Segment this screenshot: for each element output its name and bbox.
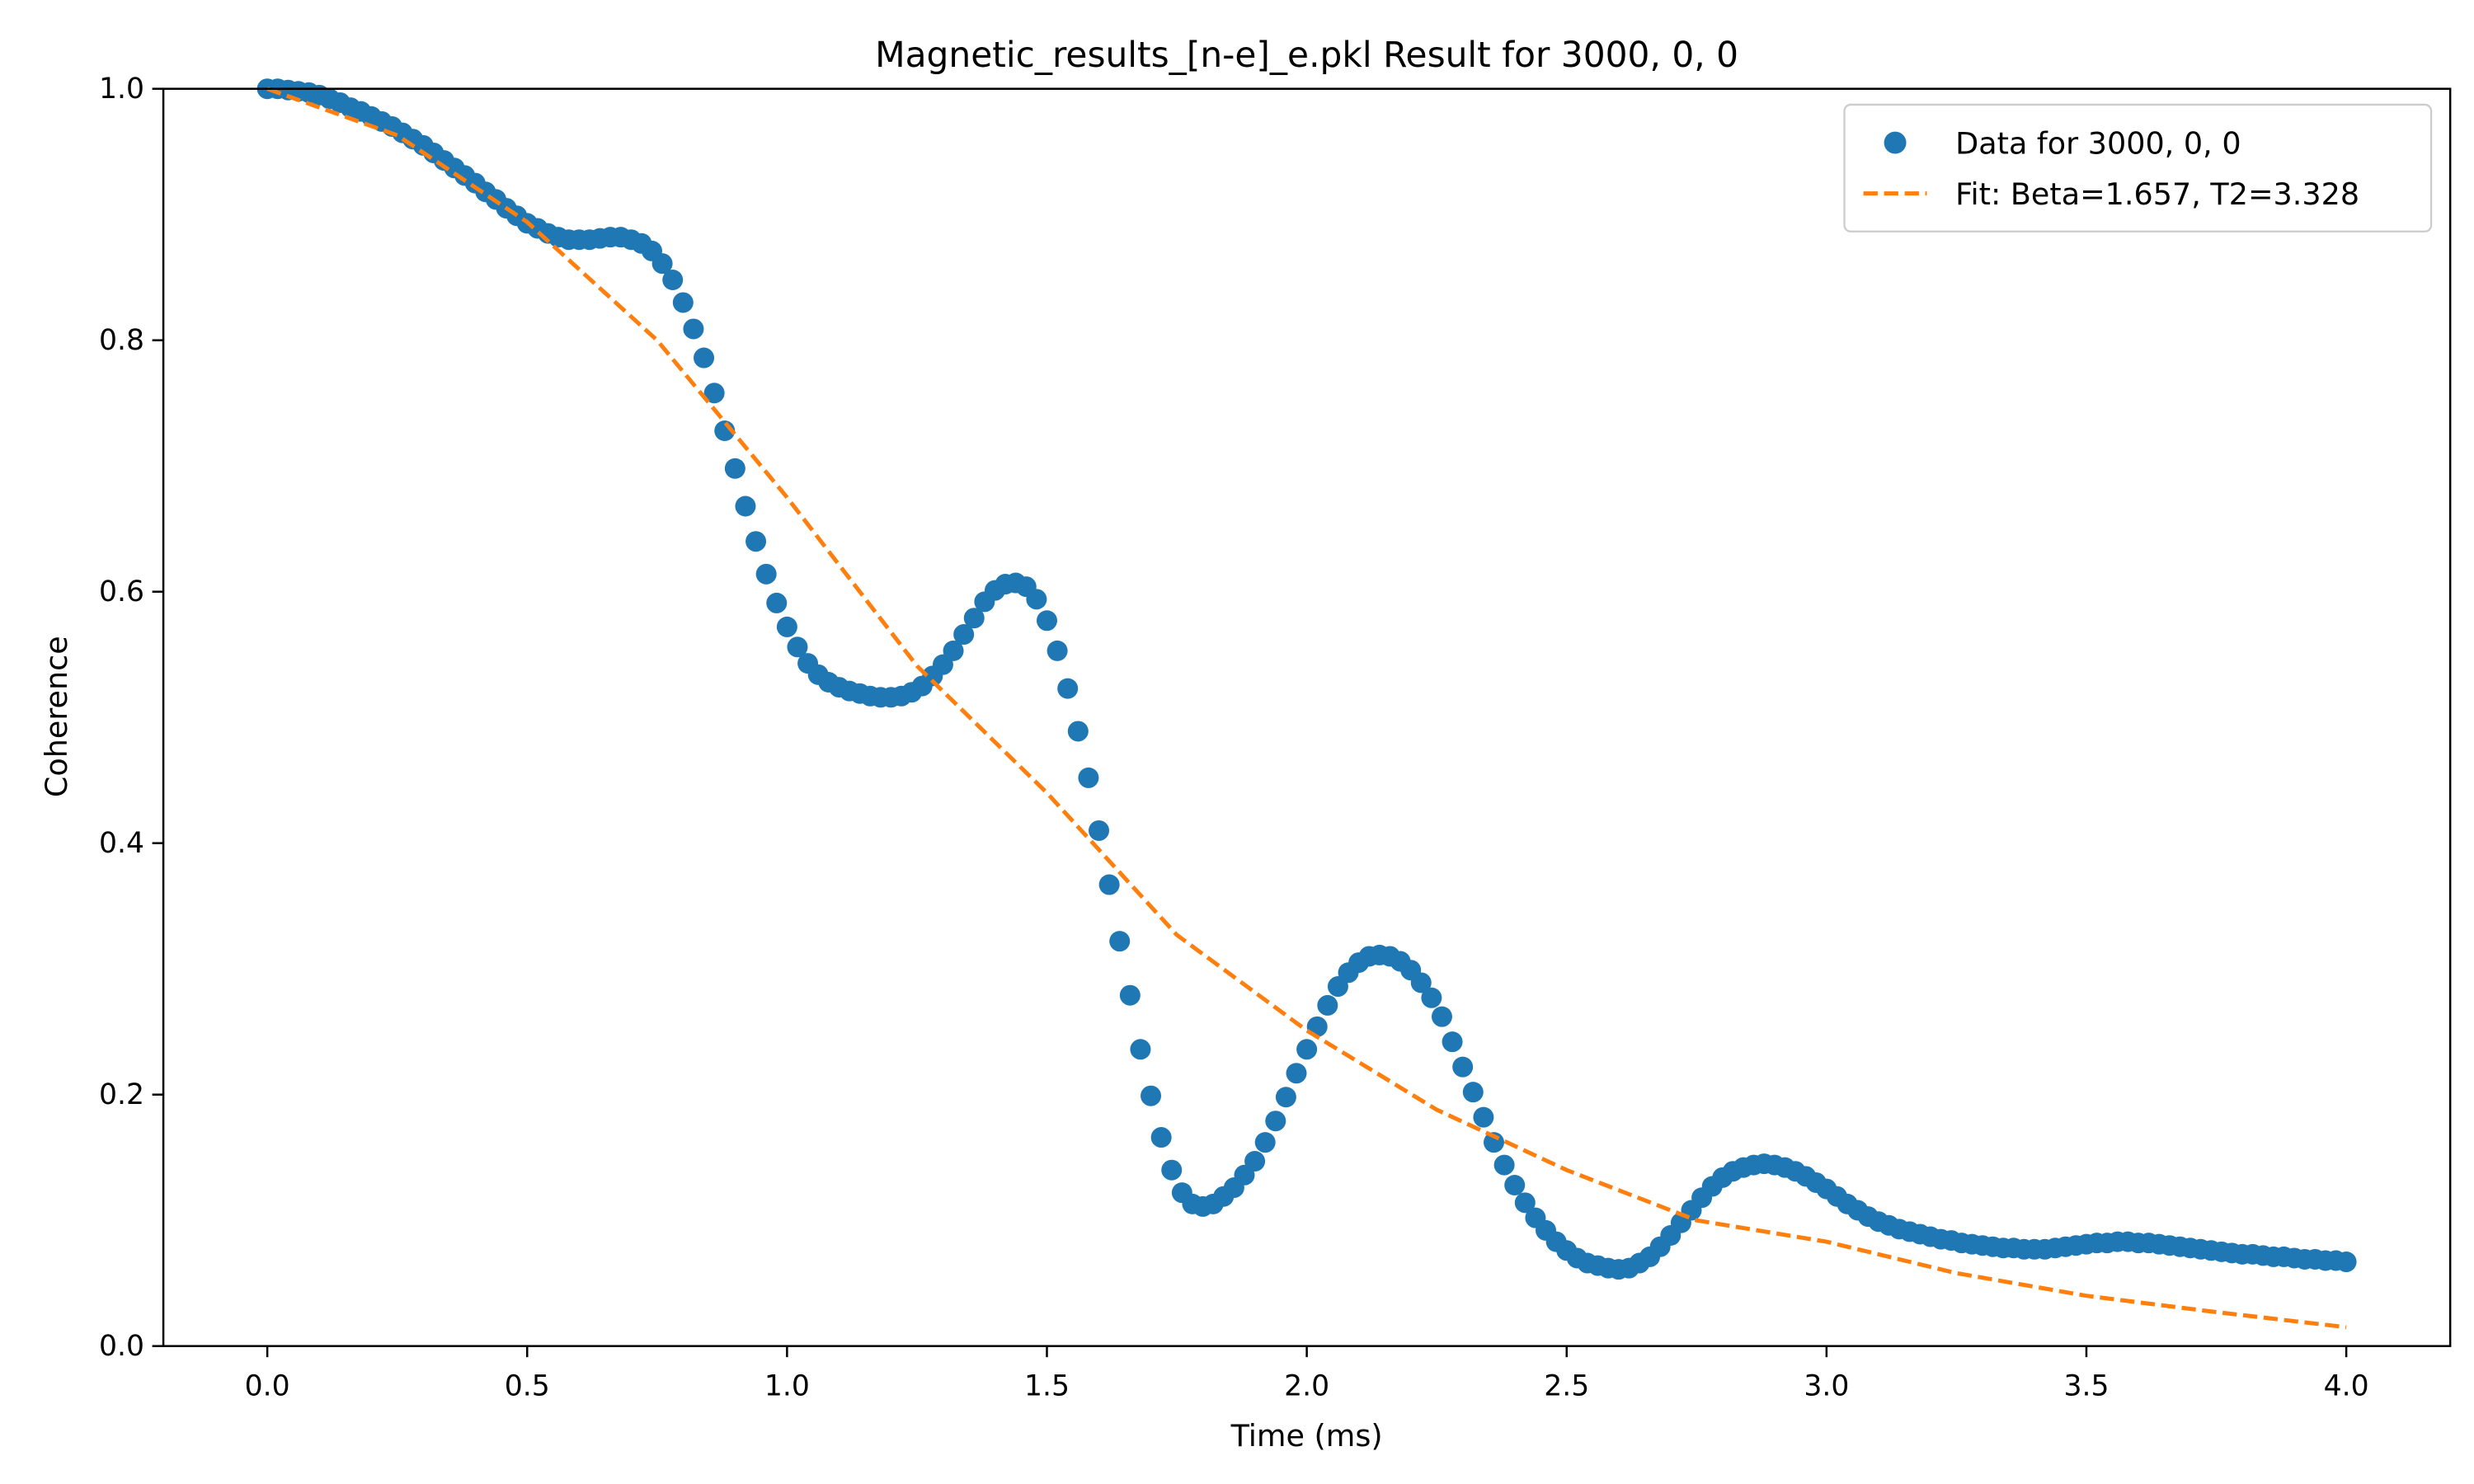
data-point xyxy=(1244,1151,1266,1172)
data-point xyxy=(672,292,694,313)
data-point xyxy=(1130,1039,1151,1060)
data-point xyxy=(787,636,808,658)
x-tick-label: 4.0 xyxy=(2324,1369,2369,1402)
data-point xyxy=(651,253,673,275)
x-tick-label: 1.0 xyxy=(764,1369,810,1402)
data-point xyxy=(943,640,964,661)
x-tick-label: 0.0 xyxy=(245,1369,290,1402)
x-tick-label: 0.5 xyxy=(505,1369,550,1402)
data-point xyxy=(1317,994,1338,1016)
x-tick-label: 2.0 xyxy=(1284,1369,1329,1402)
data-point xyxy=(1109,931,1131,952)
y-tick-label: 0.6 xyxy=(99,575,144,608)
data-point xyxy=(1442,1031,1463,1053)
y-tick-label: 0.4 xyxy=(99,827,144,860)
x-tick-label: 1.5 xyxy=(1024,1369,1070,1402)
legend-label: Fit: Beta=1.657, T2=3.328 xyxy=(1955,176,2359,212)
x-tick-label: 2.5 xyxy=(1544,1369,1589,1402)
y-tick-label: 1.0 xyxy=(99,73,144,106)
data-point xyxy=(1089,819,1110,841)
data-point xyxy=(1473,1106,1494,1128)
data-point xyxy=(683,318,704,340)
data-point xyxy=(1410,972,1432,993)
data-point xyxy=(1036,610,1057,632)
data-point xyxy=(963,608,985,629)
x-tick-label: 3.5 xyxy=(2063,1369,2109,1402)
data-point xyxy=(1265,1111,1286,1132)
data-point xyxy=(1462,1082,1484,1103)
data-point xyxy=(953,624,975,646)
data-point xyxy=(1161,1159,1183,1181)
data-point xyxy=(755,563,777,585)
data-point xyxy=(1067,721,1089,742)
data-point xyxy=(745,531,767,552)
legend-label: Data for 3000, 0, 0 xyxy=(1955,126,2241,162)
data-point xyxy=(766,592,788,613)
data-point xyxy=(776,616,797,637)
data-point xyxy=(1150,1127,1172,1148)
data-point xyxy=(703,383,725,404)
data-point xyxy=(2335,1252,2357,1273)
data-point xyxy=(724,458,745,479)
chart-title: Magnetic_results_[n-e]_e.pkl Result for … xyxy=(875,35,1738,75)
data-point xyxy=(1141,1085,1162,1106)
data-point xyxy=(694,347,715,369)
data-point xyxy=(1421,987,1442,1008)
y-axis-label: Coherence xyxy=(39,636,74,797)
data-point xyxy=(1431,1006,1452,1027)
data-point xyxy=(662,269,684,290)
data-point xyxy=(1078,767,1099,788)
fit-line xyxy=(266,87,2347,1330)
data-point xyxy=(1098,874,1120,895)
y-tick-label: 0.2 xyxy=(99,1078,144,1111)
data-point xyxy=(1504,1174,1526,1195)
data-point xyxy=(1493,1154,1515,1176)
legend: Data for 3000, 0, 0 Fit: Beta=1.657, T2=3… xyxy=(1843,103,2433,232)
data-point xyxy=(1057,678,1079,699)
data-point xyxy=(1275,1087,1296,1108)
plot-area xyxy=(256,78,2357,1330)
data-point xyxy=(1026,589,1047,610)
legend-marker xyxy=(1884,131,1907,154)
data-point xyxy=(1296,1039,1318,1060)
data-point xyxy=(1119,984,1141,1006)
y-tick-label: 0.0 xyxy=(99,1330,144,1363)
data-point xyxy=(1047,640,1068,661)
legend-box xyxy=(1843,103,2433,232)
data-point xyxy=(1254,1132,1276,1153)
data-point xyxy=(1286,1063,1307,1084)
data-point xyxy=(735,495,756,517)
x-axis-label: Time (ms) xyxy=(1230,1418,1383,1453)
data-point xyxy=(1514,1192,1536,1214)
data-point xyxy=(1452,1056,1474,1078)
x-tick-label: 3.0 xyxy=(1804,1369,1849,1402)
y-tick-label: 0.8 xyxy=(99,324,144,357)
